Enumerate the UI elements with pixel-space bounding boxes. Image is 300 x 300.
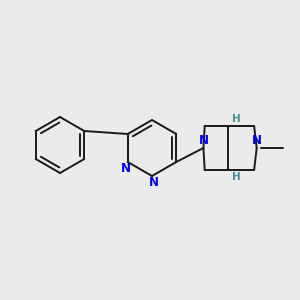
Text: N: N — [149, 176, 159, 190]
Text: N: N — [121, 163, 131, 176]
Text: N: N — [252, 134, 262, 146]
Text: H: H — [232, 172, 241, 182]
Text: H: H — [232, 114, 241, 124]
Text: N: N — [198, 134, 208, 146]
